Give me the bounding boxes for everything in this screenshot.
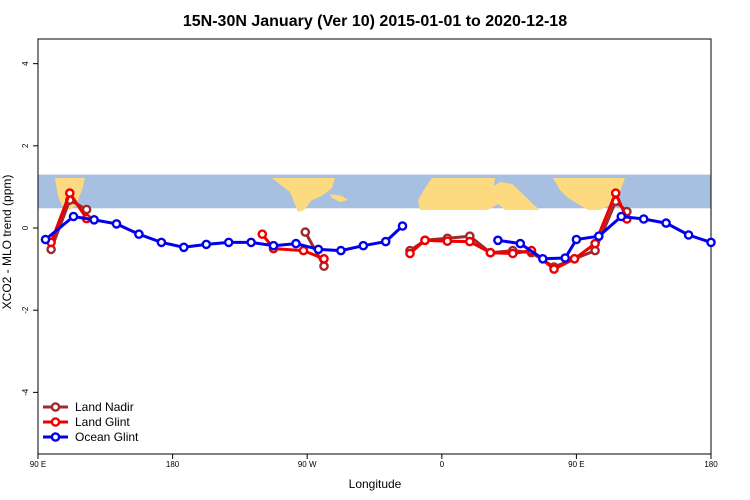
data-point (178, 242, 189, 253)
y-axis-label: XCO2 - MLO trend (ppm) (0, 175, 14, 310)
data-point (485, 247, 496, 258)
data-point (68, 211, 79, 222)
y-tick-label: 2 (21, 143, 30, 148)
map-land-south-asia (553, 178, 625, 210)
legend-label: Land Nadir (75, 400, 134, 414)
y-tick-label: 4 (21, 61, 30, 66)
x-tick-label: 90 E (30, 460, 46, 469)
data-point (81, 204, 92, 215)
y-tick-label: -4 (21, 388, 30, 396)
data-point (464, 236, 475, 247)
data-point (661, 218, 671, 228)
data-point (590, 238, 600, 249)
data-point (515, 238, 526, 249)
data-point (493, 235, 503, 246)
series-line (409, 199, 628, 269)
data-point (156, 237, 167, 248)
data-point (507, 248, 518, 259)
data-point (358, 240, 369, 251)
data-point (683, 230, 694, 240)
series-ocean-glint (40, 211, 716, 264)
series-line (261, 233, 325, 261)
data-point (442, 236, 453, 246)
data-point (134, 229, 144, 239)
chart-title: 15N-30N January (Ver 10) 2015-01-01 to 2… (183, 13, 567, 30)
data-point (706, 237, 716, 248)
data-point (638, 214, 649, 224)
plot-frame (37, 38, 712, 455)
legend-marker (50, 402, 61, 412)
map-land-caribbean (330, 194, 348, 202)
y-axis: -4 -2 0 2 4 (21, 61, 38, 396)
x-axis: 90 E 180 90 W 0 90 E 180 (30, 454, 718, 469)
data-point (89, 214, 99, 225)
data-point (336, 245, 346, 256)
data-point (313, 244, 324, 255)
legend-marker (50, 417, 61, 427)
data-point (319, 261, 329, 272)
data-point (291, 238, 301, 249)
x-tick-label: 180 (166, 460, 180, 469)
data-point (616, 211, 627, 222)
legend-label: Ocean Glint (75, 430, 139, 444)
data-point (549, 264, 559, 274)
data-point (569, 253, 580, 264)
legend-label: Land Glint (75, 415, 130, 429)
data-point (111, 219, 122, 229)
data-point (405, 248, 415, 259)
data-point (571, 234, 582, 245)
data-point (268, 240, 279, 251)
data-point (257, 229, 268, 239)
data-point (300, 227, 311, 237)
data-point (298, 245, 309, 256)
data-point (65, 188, 75, 198)
world-map-band (38, 174, 711, 212)
y-tick-label: 0 (21, 225, 30, 230)
data-point (246, 237, 256, 248)
data-point (319, 253, 329, 264)
legend-marker (50, 432, 61, 442)
map-land-americas (272, 178, 335, 212)
x-tick-label: 0 (440, 460, 445, 469)
y-tick-label: -2 (21, 306, 30, 314)
x-tick-label: 90 E (568, 460, 584, 469)
data-point (397, 221, 408, 231)
series-layer (40, 188, 716, 274)
data-point (223, 237, 234, 248)
data-point (40, 234, 51, 245)
x-tick-label: 90 W (298, 460, 317, 469)
map-land-africa-arabia (418, 178, 540, 210)
data-point (420, 235, 430, 246)
data-point (380, 236, 391, 247)
series-line (44, 215, 404, 253)
x-axis-label: Longitude (349, 477, 402, 491)
data-point (594, 231, 604, 241)
data-point (538, 253, 548, 264)
x-tick-label: 180 (704, 460, 718, 469)
data-point (610, 188, 621, 198)
data-point (201, 239, 212, 250)
data-point (560, 253, 571, 263)
